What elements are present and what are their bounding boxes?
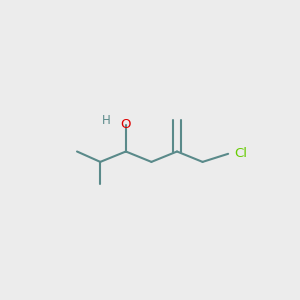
Text: O: O [121,118,131,131]
Text: Cl: Cl [234,147,247,160]
Text: H: H [102,114,111,127]
